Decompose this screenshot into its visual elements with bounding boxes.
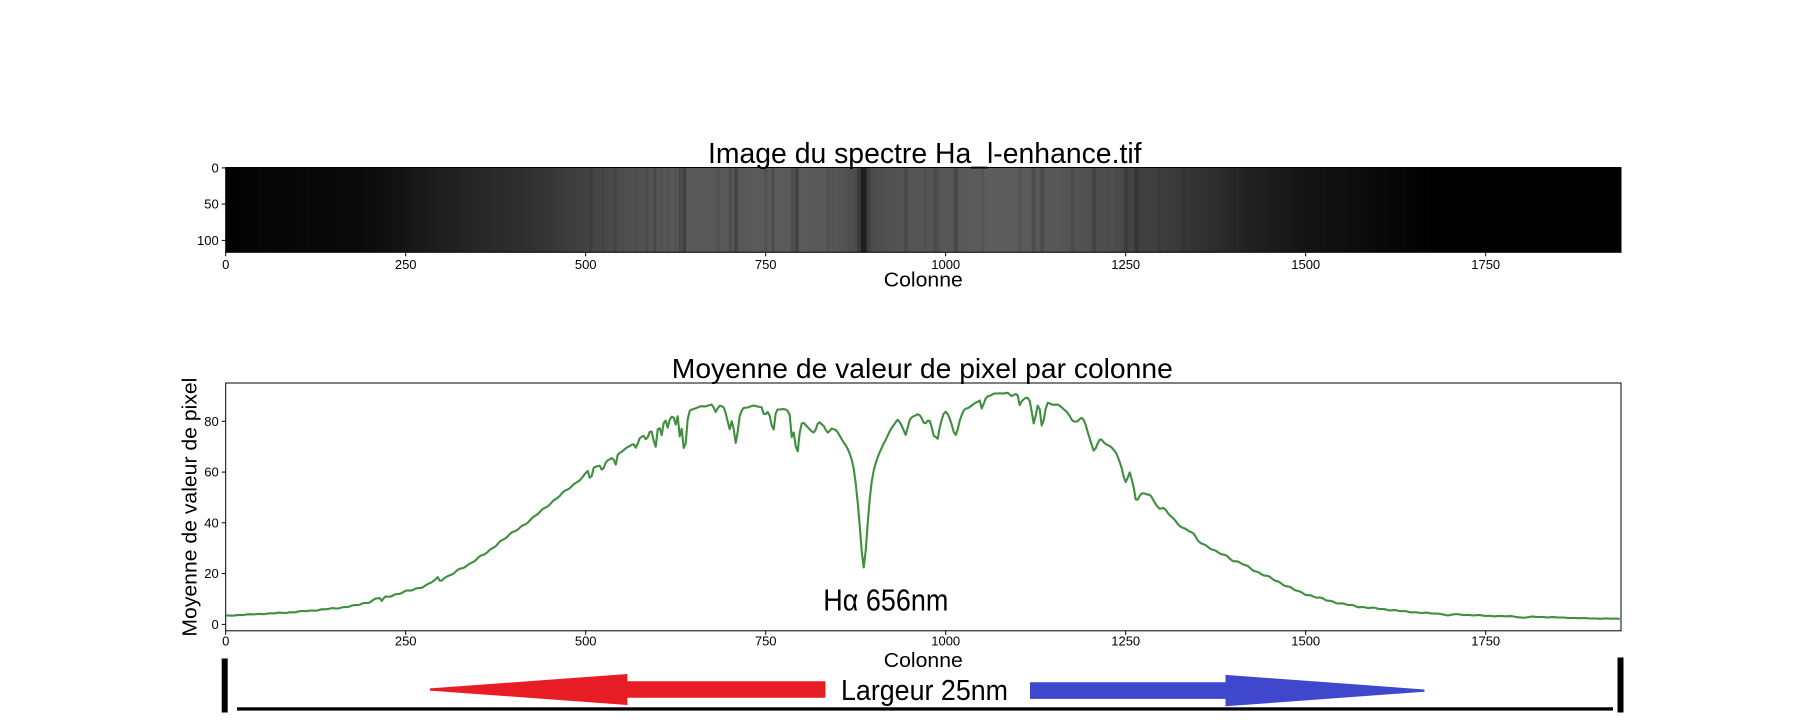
svg-text:Moyenne de valeur de pixel par: Moyenne de valeur de pixel par colonne	[672, 353, 1173, 384]
svg-text:1500: 1500	[1291, 634, 1320, 649]
svg-text:250: 250	[395, 257, 417, 272]
svg-text:0: 0	[211, 617, 218, 632]
svg-text:500: 500	[575, 257, 597, 272]
svg-text:Moyenne de valeur de pixel: Moyenne de valeur de pixel	[180, 378, 202, 637]
svg-text:250: 250	[395, 634, 417, 649]
svg-text:1500: 1500	[1291, 257, 1320, 272]
svg-text:Largeur 25nm: Largeur 25nm	[841, 675, 1008, 707]
svg-text:Image du spectre Ha_l-enhance.: Image du spectre Ha_l-enhance.tif	[708, 138, 1142, 170]
svg-text:0: 0	[222, 257, 229, 272]
svg-text:Hα 656nm: Hα 656nm	[823, 583, 948, 618]
svg-text:80: 80	[204, 414, 218, 429]
svg-text:1000: 1000	[931, 257, 960, 272]
svg-text:750: 750	[755, 634, 777, 649]
svg-text:1250: 1250	[1111, 634, 1140, 649]
svg-text:40: 40	[204, 515, 218, 530]
svg-text:Colonne: Colonne	[884, 269, 963, 291]
svg-text:0: 0	[211, 161, 218, 176]
svg-text:1250: 1250	[1111, 257, 1140, 272]
svg-text:1750: 1750	[1471, 634, 1500, 649]
svg-text:500: 500	[575, 634, 597, 649]
svg-text:1000: 1000	[931, 634, 960, 649]
svg-text:Colonne: Colonne	[884, 650, 963, 672]
svg-text:0: 0	[222, 634, 229, 649]
svg-text:60: 60	[204, 465, 218, 480]
svg-text:50: 50	[204, 197, 218, 212]
svg-text:1750: 1750	[1471, 257, 1500, 272]
svg-text:100: 100	[197, 233, 219, 248]
svg-text:750: 750	[755, 257, 777, 272]
svg-text:20: 20	[204, 566, 218, 581]
